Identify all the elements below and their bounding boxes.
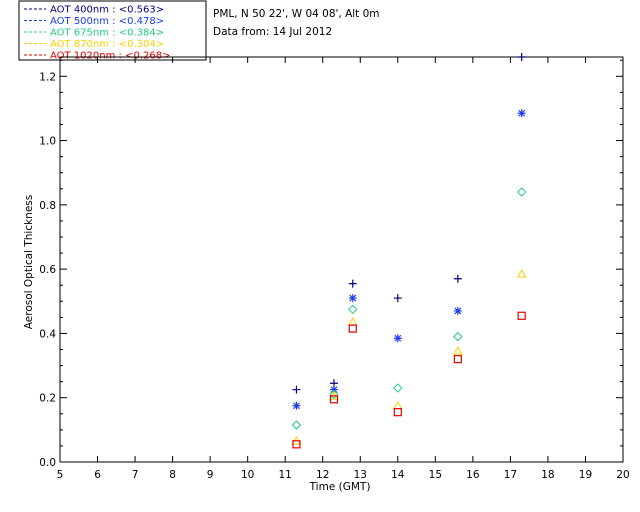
- x-tick-label: 16: [466, 469, 480, 481]
- data-point: [453, 274, 462, 283]
- x-tick-label: 11: [279, 469, 292, 481]
- legend-entry: AOT 1020nm : <0.268>: [50, 51, 170, 62]
- data-point: [329, 385, 338, 394]
- x-tick-label: 7: [132, 469, 139, 481]
- data-point: [452, 346, 463, 355]
- legend-entry: AOT 500nm : <0.478>: [50, 16, 164, 27]
- data-point: [348, 324, 357, 333]
- data-point: [516, 187, 527, 197]
- x-tick-label: 20: [616, 469, 629, 481]
- x-tick-label: 9: [207, 469, 214, 481]
- y-tick-label: 0.4: [39, 328, 56, 340]
- x-tick-label: 6: [94, 469, 101, 481]
- data-point: [453, 331, 463, 342]
- data-point: [347, 317, 358, 326]
- x-tick-label: 18: [541, 469, 554, 481]
- y-tick-label: 0.8: [39, 200, 56, 212]
- axes: 5 6 7 8 9 10 11 12 13 14 15 16 17 18 19 20 0.0 0.2 0.4 0.6 0…: [39, 57, 630, 481]
- data-point: [348, 279, 357, 288]
- data-point: [516, 268, 527, 278]
- data-point: [292, 401, 301, 410]
- data-point: [392, 400, 403, 410]
- data-point: [329, 389, 339, 400]
- station-info: PML, N 50 22', W 04 08', Alt 0m: [213, 8, 380, 20]
- y-tick-label: 0.2: [39, 393, 56, 405]
- x-axis-label: Time (GMT): [309, 481, 371, 493]
- x-tick-label: 10: [241, 469, 254, 481]
- data-point: [517, 311, 526, 320]
- y-tick-label: 1.2: [39, 71, 56, 83]
- data-point: [393, 334, 402, 343]
- data-point: [517, 53, 526, 61]
- x-tick-label: 15: [429, 469, 442, 481]
- data-point: [393, 383, 403, 393]
- x-tick-label: 8: [169, 469, 176, 481]
- date-info: Data from: 14 Jul 2012: [213, 26, 332, 38]
- data-points: [291, 53, 527, 449]
- data-point: [517, 109, 526, 118]
- x-tick-label: 19: [579, 469, 592, 481]
- data-point: [292, 385, 301, 394]
- x-tick-label: 5: [57, 469, 64, 481]
- x-tick-label: 13: [354, 469, 367, 481]
- series-aot-500nm: [292, 109, 526, 410]
- legend-entry: AOT 400nm : <0.563>: [50, 5, 164, 16]
- legend: AOT 400nm : <0.563>AOT 500nm : <0.478>AO…: [24, 5, 170, 62]
- x-tick-label: 12: [316, 469, 329, 481]
- plot-frame: [59, 56, 624, 463]
- y-tick-label: 1.0: [39, 136, 56, 148]
- data-point: [348, 294, 357, 303]
- data-point: [393, 294, 402, 303]
- data-point: [348, 304, 358, 315]
- x-tick-label: 17: [504, 469, 517, 481]
- legend-entry: AOT 870nm : <0.304>: [50, 39, 164, 50]
- series-aot-400nm: [292, 53, 526, 394]
- series-aot-1020nm: [292, 311, 526, 449]
- y-axis-label: Aerosol Optical Thickness: [23, 195, 35, 329]
- series-aot-675nm: [291, 187, 527, 430]
- legend-box: [18, 0, 207, 61]
- y-tick-label: 0.0: [39, 457, 56, 469]
- data-point: [291, 420, 302, 430]
- data-point: [329, 395, 339, 404]
- series-aot-870nm: [291, 268, 527, 445]
- data-point: [292, 440, 301, 449]
- y-tick-label: 0.6: [39, 264, 56, 276]
- legend-entry: AOT 675nm : <0.384>: [50, 28, 164, 39]
- x-tick-label: 14: [391, 469, 405, 481]
- data-point: [453, 306, 462, 315]
- data-point: [393, 408, 402, 417]
- data-point: [453, 355, 462, 364]
